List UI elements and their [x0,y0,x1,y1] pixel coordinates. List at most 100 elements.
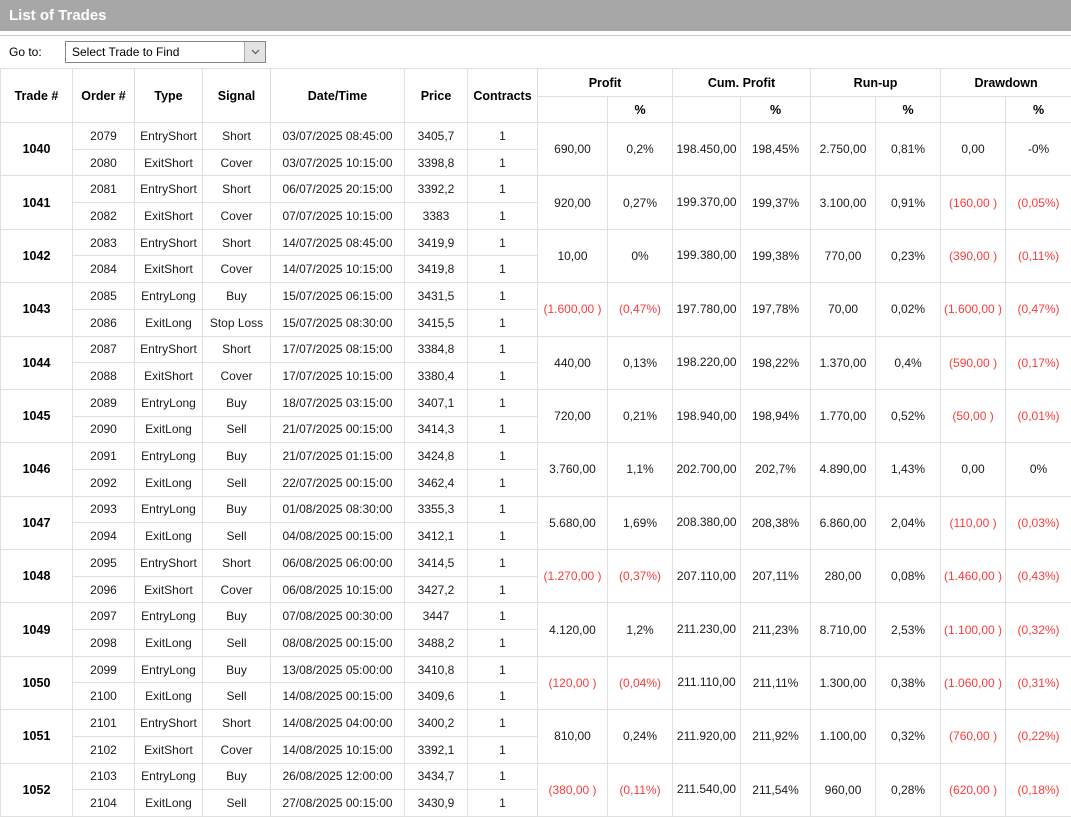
order-cell: 2104 [73,790,135,817]
cum-profit-cell: 202.700,00 [673,443,741,496]
cum-profit-pct-cell: 202,7% [741,443,811,496]
contracts-cell: 1 [468,256,538,283]
runup-cell: 280,00 [811,550,876,603]
runup-pct-cell: 2,53% [876,603,941,656]
trade-entry-row: 10452089EntryLongBuy18/07/2025 03:15:003… [1,389,1071,416]
profit-pct-cell: 0,2% [608,123,673,176]
datetime-cell: 27/08/2025 00:15:00 [271,790,405,817]
cum-profit-pct-cell: 211,54% [741,763,811,816]
type-cell: ExitShort [135,203,203,230]
drawdown-cell: (1.100,00 ) [941,603,1006,656]
signal-cell: Sell [203,790,271,817]
price-cell: 3355,3 [405,496,468,523]
profit-pct-cell: (0,11%) [608,763,673,816]
contracts-cell: 1 [468,469,538,496]
type-cell: EntryShort [135,336,203,363]
header-runup-pct: % [876,97,941,123]
profit-cell: 720,00 [538,389,608,442]
type-cell: EntryShort [135,710,203,737]
drawdown-pct-cell: -0% [1006,123,1071,176]
price-cell: 3400,2 [405,710,468,737]
order-cell: 2103 [73,763,135,790]
runup-cell: 6.860,00 [811,496,876,549]
signal-cell: Cover [203,576,271,603]
title-bar: List of Trades [0,0,1071,31]
trade-entry-row: 10462091EntryLongBuy21/07/2025 01:15:003… [1,443,1071,470]
signal-cell: Sell [203,416,271,443]
runup-cell: 8.710,00 [811,603,876,656]
drawdown-pct-cell: (0,22%) [1006,710,1071,763]
type-cell: EntryLong [135,496,203,523]
trade-select-dropdown[interactable]: Select Trade to Find [65,41,266,63]
price-cell: 3488,2 [405,630,468,657]
datetime-cell: 22/07/2025 00:15:00 [271,469,405,496]
trade-number-cell: 1052 [1,763,73,816]
dropdown-arrow-button[interactable] [244,42,265,62]
profit-pct-cell: 0,13% [608,336,673,389]
drawdown-cell: (390,00 ) [941,229,1006,282]
contracts-cell: 1 [468,576,538,603]
type-cell: ExitLong [135,469,203,496]
trade-number-cell: 1046 [1,443,73,496]
contracts-cell: 1 [468,389,538,416]
profit-cell: 3.760,00 [538,443,608,496]
order-cell: 2090 [73,416,135,443]
runup-cell: 960,00 [811,763,876,816]
drawdown-cell: (110,00 ) [941,496,1006,549]
signal-cell: Buy [203,603,271,630]
trade-number-cell: 1042 [1,229,73,282]
datetime-cell: 14/08/2025 00:15:00 [271,683,405,710]
cum-profit-cell: 199.370,00 [673,176,741,229]
order-cell: 2089 [73,389,135,416]
runup-pct-cell: 0,23% [876,229,941,282]
cum-profit-cell: 211.230,00 [673,603,741,656]
profit-pct-cell: 0,27% [608,176,673,229]
signal-cell: Sell [203,469,271,496]
header-profit-value [538,97,608,123]
order-cell: 2079 [73,123,135,150]
signal-cell: Buy [203,283,271,310]
type-cell: EntryShort [135,176,203,203]
runup-cell: 2.750,00 [811,123,876,176]
contracts-cell: 1 [468,496,538,523]
contracts-cell: 1 [468,763,538,790]
header-contracts: Contracts [468,69,538,123]
signal-cell: Stop Loss [203,309,271,336]
profit-pct-cell: 1,69% [608,496,673,549]
contracts-cell: 1 [468,550,538,577]
table-header: Trade # Order # Type Signal Date/Time Pr… [1,69,1071,123]
price-cell: 3415,5 [405,309,468,336]
datetime-cell: 14/07/2025 10:15:00 [271,256,405,283]
page-title: List of Trades [9,7,107,24]
list-of-trades-table: Trade # Order # Type Signal Date/Time Pr… [0,68,1071,817]
profit-pct-cell: 0% [608,229,673,282]
profit-pct-cell: 0,21% [608,389,673,442]
cum-profit-pct-cell: 198,22% [741,336,811,389]
price-cell: 3398,8 [405,149,468,176]
drawdown-cell: 0,00 [941,123,1006,176]
trade-number-cell: 1045 [1,389,73,442]
cum-profit-cell: 211.920,00 [673,710,741,763]
cum-profit-cell: 198.450,00 [673,123,741,176]
drawdown-pct-cell: (0,18%) [1006,763,1071,816]
trade-entry-row: 10472093EntryLongBuy01/08/2025 08:30:003… [1,496,1071,523]
signal-cell: Buy [203,389,271,416]
order-cell: 2099 [73,656,135,683]
runup-cell: 70,00 [811,283,876,336]
trade-entry-row: 10442087EntryShortShort17/07/2025 08:15:… [1,336,1071,363]
type-cell: EntryLong [135,656,203,683]
runup-cell: 3.100,00 [811,176,876,229]
contracts-cell: 1 [468,523,538,550]
datetime-cell: 17/07/2025 10:15:00 [271,363,405,390]
datetime-cell: 14/08/2025 04:00:00 [271,710,405,737]
contracts-cell: 1 [468,603,538,630]
price-cell: 3409,6 [405,683,468,710]
signal-cell: Short [203,550,271,577]
datetime-cell: 18/07/2025 03:15:00 [271,389,405,416]
type-cell: ExitLong [135,523,203,550]
order-cell: 2095 [73,550,135,577]
order-cell: 2092 [73,469,135,496]
order-cell: 2098 [73,630,135,657]
order-cell: 2085 [73,283,135,310]
drawdown-pct-cell: (0,11%) [1006,229,1071,282]
